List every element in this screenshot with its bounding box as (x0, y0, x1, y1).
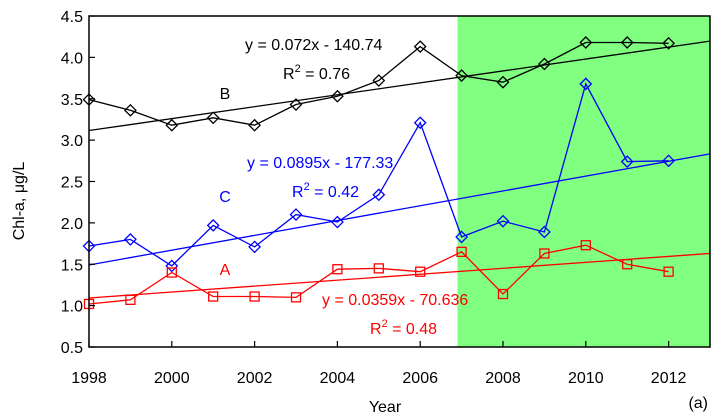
y-tick-label: 2.0 (61, 216, 83, 233)
data-point-a (290, 292, 302, 303)
data-point-b (455, 69, 469, 82)
y-tick-label: 2.5 (61, 175, 83, 192)
data-point-b (248, 118, 262, 132)
data-point-a (208, 291, 219, 302)
data-point-c (662, 154, 676, 168)
data-point-a (663, 266, 674, 277)
y-tick-label: 4.5 (61, 9, 83, 26)
x-tick-label: 2008 (485, 370, 521, 387)
data-point-c (330, 215, 344, 229)
data-point-c (248, 240, 262, 254)
data-point-b (496, 75, 510, 89)
r2-c-sup: 2 (304, 181, 310, 193)
data-point-c (413, 116, 427, 130)
data-point-a (539, 248, 550, 259)
equation-c: y = 0.0895x - 177.33 (247, 155, 393, 172)
r2-b-value: = 0.76 (301, 66, 350, 83)
r2-c-label: R (292, 184, 304, 201)
y-tick-label: 1.5 (61, 257, 83, 274)
x-tick-label: 2004 (320, 370, 356, 387)
data-point-b (579, 36, 593, 49)
data-point-c (455, 230, 469, 244)
y-tick-label: 1.0 (61, 299, 83, 316)
data-point-c (620, 155, 634, 169)
data-point-b (123, 103, 137, 117)
data-point-c (165, 259, 179, 273)
x-tick-label: 1998 (71, 370, 107, 387)
r2-a-sup: 2 (382, 318, 388, 330)
data-point-c (537, 225, 551, 239)
data-point-c (579, 77, 593, 91)
x-tick-label: 2000 (154, 370, 190, 387)
data-point-a (497, 288, 509, 300)
data-point-c (496, 214, 510, 228)
trend-line-b (88, 40, 711, 132)
data-point-b (165, 118, 179, 132)
highlight-region (457, 16, 710, 347)
data-point-b (413, 40, 427, 54)
equation-a: y = 0.0359x - 70.636 (322, 292, 468, 309)
data-point-a (332, 264, 343, 275)
data-point-b (372, 74, 386, 87)
equation-b: y = 0.072x - 140.74 (245, 37, 383, 54)
data-point-a (580, 240, 591, 251)
data-point-c (289, 208, 303, 222)
trend-line-a (88, 252, 711, 299)
series-line-b (88, 41, 669, 126)
x-tick-label: 2012 (651, 370, 687, 387)
r2-b-label: R (283, 66, 295, 83)
x-tick-label: 2002 (237, 370, 273, 387)
x-tick-label: 2006 (402, 370, 438, 387)
r2-c: R2 = 0.42 (292, 181, 359, 201)
x-axis-label: Year (369, 399, 402, 416)
data-point-a (415, 266, 426, 277)
series-label-a: A (220, 262, 231, 279)
r2-b-sup: 2 (295, 63, 301, 75)
data-point-b (537, 57, 551, 71)
y-tick-label: 3.0 (61, 133, 83, 150)
r2-a-label: R (370, 321, 382, 338)
data-point-b (620, 36, 634, 49)
data-point-b (330, 89, 344, 103)
y-tick-label: 4.0 (61, 50, 83, 67)
series-label-c: C (219, 189, 231, 206)
data-point-a (456, 246, 467, 257)
series-label-b: B (220, 86, 231, 103)
r2-b: R2 = 0.76 (283, 63, 350, 83)
panel-label: (a) (688, 395, 708, 412)
r2-a: R2 = 0.48 (370, 318, 437, 338)
x-tick-label: 2010 (568, 370, 604, 387)
y-tick-label: 0.5 (61, 340, 83, 357)
r2-c-value: = 0.42 (310, 184, 359, 201)
data-point-a (125, 294, 136, 305)
data-point-a (373, 263, 384, 274)
data-point-a (622, 259, 633, 270)
data-point-b (289, 98, 303, 111)
y-axis-label: Chl-a, μg/L (11, 162, 28, 241)
r2-a-value: = 0.48 (388, 321, 437, 338)
series-line-a (88, 244, 669, 305)
data-point-c (123, 233, 137, 246)
data-point-b (206, 111, 220, 125)
data-point-c (206, 218, 220, 232)
data-point-a (249, 291, 260, 302)
data-point-c (372, 188, 386, 202)
data-point-b (662, 36, 676, 50)
series-line-c (88, 82, 669, 267)
y-tick-label: 3.5 (61, 92, 83, 109)
data-point-a (166, 267, 177, 278)
